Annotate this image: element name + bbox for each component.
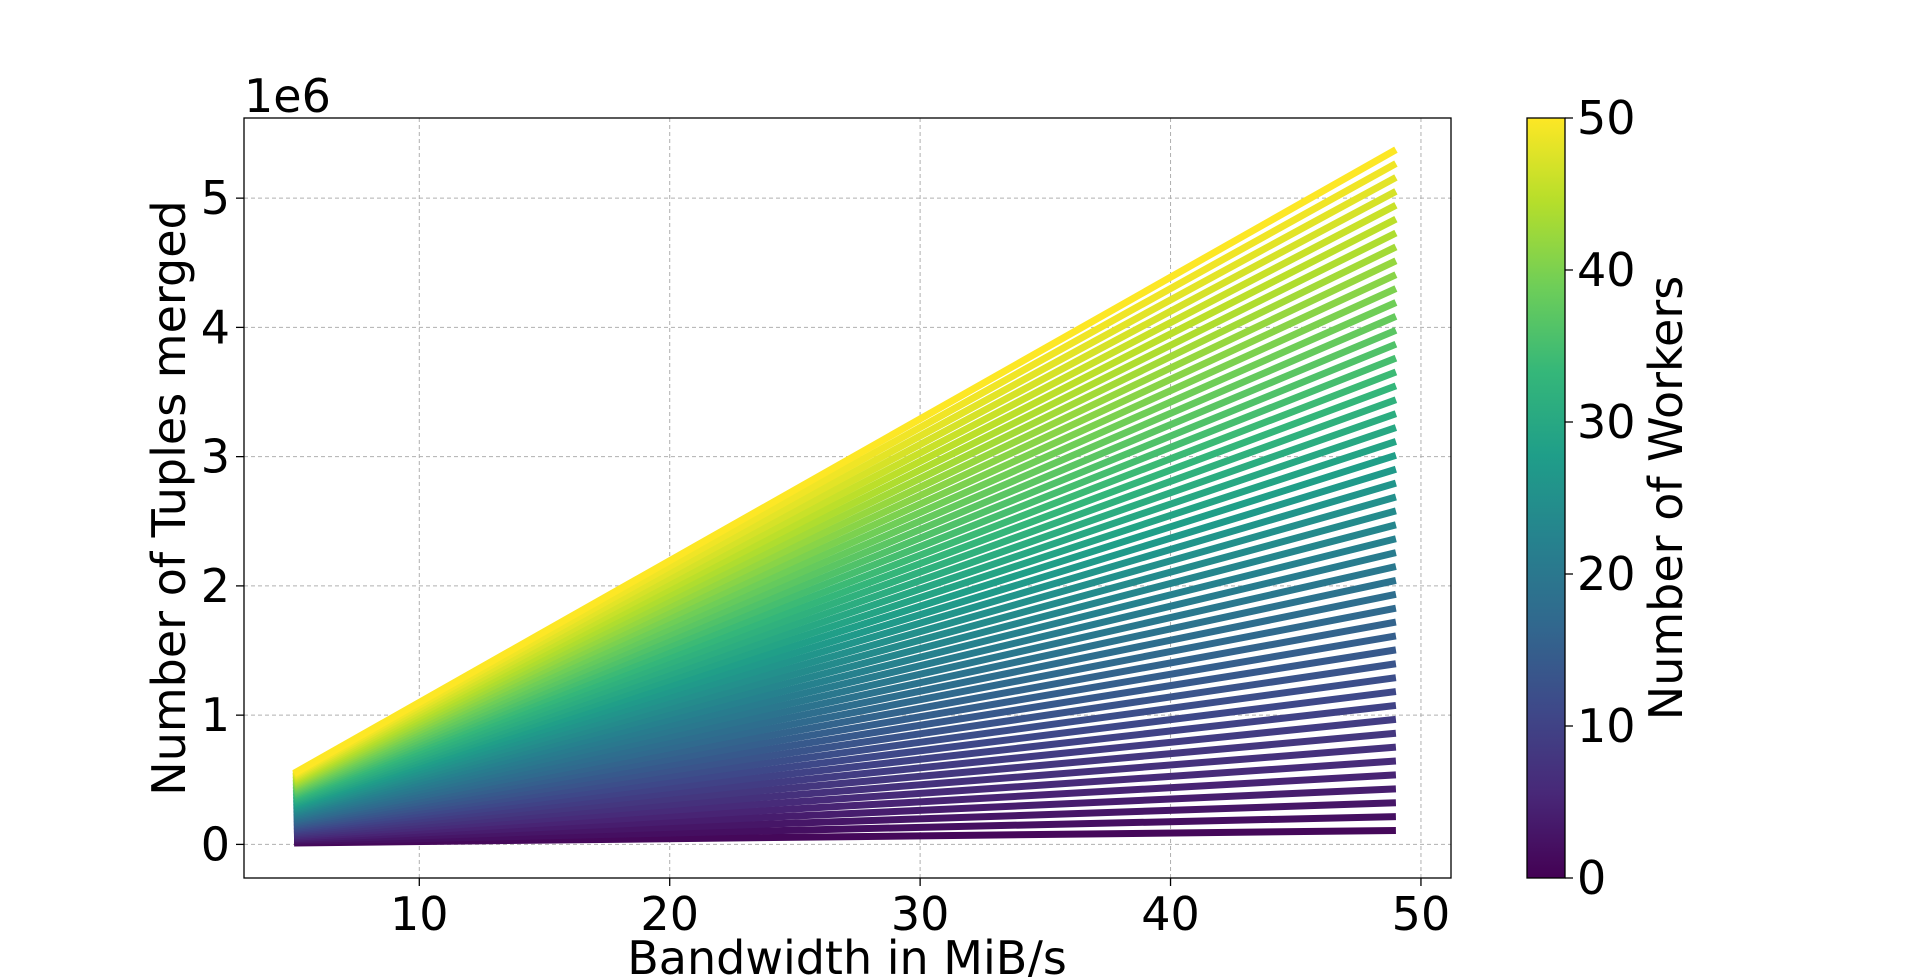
x-tick-label: 50 bbox=[1392, 887, 1451, 941]
x-tick-label: 10 bbox=[390, 887, 449, 941]
y-axis-label: Number of Tuples merged bbox=[142, 200, 196, 795]
colorbar-tick-label: 10 bbox=[1577, 699, 1636, 753]
series-line-workers-50 bbox=[292, 146, 1398, 777]
y-tick-label: 4 bbox=[201, 300, 230, 354]
colorbar-tick-label: 20 bbox=[1577, 547, 1636, 601]
colorbar bbox=[1526, 117, 1566, 879]
x-axis-label: Bandwidth in MiB/s bbox=[627, 931, 1067, 977]
colorbar-tick-label: 0 bbox=[1577, 851, 1606, 905]
plot-area-frame bbox=[243, 117, 1452, 879]
colorbar-tick-label: 40 bbox=[1577, 243, 1636, 297]
x-tick-label: 40 bbox=[1141, 887, 1200, 941]
x-tick-label: 30 bbox=[891, 887, 950, 941]
colorbar-label: Number of Workers bbox=[1639, 276, 1693, 720]
x-tick-label: 20 bbox=[640, 887, 699, 941]
y-tick-label: 0 bbox=[201, 817, 230, 871]
y-tick-label: 1 bbox=[201, 688, 230, 742]
y-offset-label: 1e6 bbox=[244, 69, 331, 123]
y-axis: 0 1 2 3 4 5 bbox=[201, 171, 244, 871]
y-tick-label: 3 bbox=[201, 430, 230, 484]
colorbar-tick-label: 50 bbox=[1577, 91, 1636, 145]
y-tick-label: 2 bbox=[201, 559, 230, 613]
colorbar-tick-label: 30 bbox=[1577, 395, 1636, 449]
series-lines bbox=[292, 146, 1398, 847]
colorbar-ticks: 0 10 20 30 40 50 bbox=[1565, 91, 1636, 905]
y-tick-label: 5 bbox=[201, 171, 230, 225]
x-axis: 10 20 30 40 50 bbox=[390, 878, 1450, 941]
